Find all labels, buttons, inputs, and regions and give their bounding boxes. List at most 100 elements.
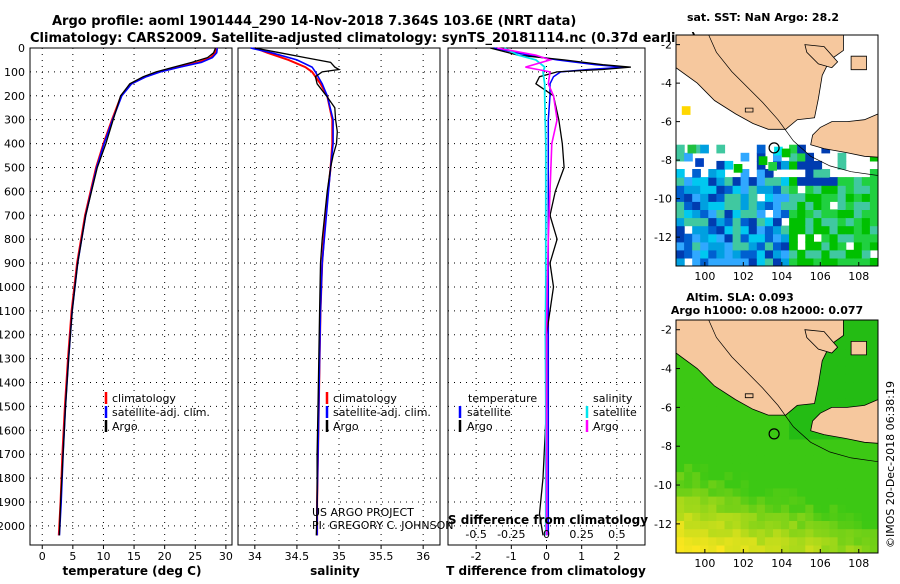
sst-cell	[684, 209, 693, 219]
sst-cell	[684, 152, 693, 162]
sst-cell	[773, 209, 782, 219]
sla-cell	[716, 398, 726, 407]
sla-cell	[789, 487, 798, 497]
sla-cell	[869, 389, 878, 399]
sla-cell	[845, 471, 855, 481]
sla-cell	[853, 357, 863, 367]
sla-cell	[756, 471, 766, 481]
sst-cell	[676, 217, 685, 227]
sla-map: 100 102 104 106 108 -2 -4 -6 -8 -10 -12	[654, 319, 879, 570]
sla-cell	[740, 520, 750, 530]
sla-cell	[708, 544, 717, 553]
sla-cell	[781, 479, 790, 489]
sst-cell	[684, 249, 693, 259]
sla-cell	[748, 422, 758, 432]
x-tick-label: 20	[158, 550, 172, 563]
sla-map-subtitle: Argo h1000: 0.08 h2000: 0.077	[671, 304, 863, 317]
sla-cell	[724, 414, 734, 424]
sla-cell	[724, 406, 734, 415]
sst-cell	[748, 241, 758, 251]
sst-cell	[732, 225, 742, 235]
sst-cell	[861, 225, 871, 235]
sla-cell	[805, 528, 814, 538]
sst-cell	[748, 217, 758, 227]
sst-cell	[805, 249, 814, 259]
sla-cell	[805, 504, 814, 513]
map-x-tick-label: 100	[694, 270, 715, 283]
sst-cell	[740, 257, 750, 266]
sla-cell	[837, 495, 847, 505]
sla-cell	[724, 447, 734, 456]
sla-cell	[748, 438, 758, 448]
x-tick-label: 0	[39, 550, 46, 563]
sal-legend-satellite-label: satellite-adj. clim.	[333, 406, 431, 419]
sla-cell	[773, 422, 782, 432]
sst-cell	[773, 177, 782, 186]
y-tick-label: 1200	[0, 329, 25, 342]
sla-cell	[797, 504, 806, 513]
sst-cell	[821, 193, 831, 202]
sla-cell	[797, 414, 806, 424]
sla-cell	[861, 528, 871, 538]
sst-cell	[797, 257, 806, 266]
sla-cell	[861, 389, 871, 399]
sst-cell	[773, 249, 782, 259]
sla-cell	[869, 536, 878, 546]
sla-cell	[829, 463, 839, 473]
sla-cell	[684, 422, 693, 432]
sst-cell	[805, 177, 814, 186]
legend-climatology-label: climatology	[112, 392, 176, 405]
sla-cell	[724, 495, 734, 505]
sla-cell	[861, 520, 871, 530]
sst-cell	[837, 233, 847, 243]
sst-cell	[773, 201, 782, 210]
sla-cell	[821, 495, 831, 505]
sla-cell	[869, 544, 878, 553]
sla-cell	[837, 544, 847, 553]
sst-cell	[732, 185, 742, 194]
sla-cell	[764, 520, 774, 530]
sla-cell	[773, 487, 782, 497]
sla-cell	[829, 349, 839, 358]
diff-legend-salinity-title: salinity	[593, 392, 633, 405]
sla-cell	[740, 479, 750, 489]
sst-cell	[813, 177, 823, 186]
sst-cell	[781, 193, 790, 202]
sla-cell	[676, 463, 685, 473]
sst-cell	[797, 193, 806, 202]
sla-cell	[797, 406, 806, 415]
sla-cell	[821, 512, 831, 521]
map-x-tick-label: 108	[848, 270, 869, 283]
sst-cell	[853, 233, 863, 243]
sla-cell	[805, 520, 814, 530]
sla-map-title: Altim. SLA: 0.093	[686, 291, 793, 304]
x-tick-label: 0	[543, 550, 550, 563]
sla-cell	[781, 438, 790, 448]
sla-cell	[740, 544, 750, 553]
sla-cell	[676, 520, 685, 530]
sla-cell	[797, 430, 806, 440]
sst-cell	[676, 209, 685, 219]
s-tick-label: -0.25	[497, 528, 525, 541]
x-tick-label: 36	[416, 550, 430, 563]
sla-cell	[676, 487, 685, 497]
sla-cell	[821, 438, 831, 448]
sla-cell	[684, 389, 693, 399]
sst-cell	[805, 217, 814, 227]
sst-cell	[692, 241, 701, 251]
sla-cell	[676, 373, 685, 383]
y-tick-label: 900	[4, 257, 25, 270]
sla-cell	[692, 447, 701, 456]
sla-cell	[724, 463, 734, 473]
sst-cell	[740, 241, 750, 251]
sla-cell	[692, 422, 701, 432]
sla-cell	[732, 414, 742, 424]
sla-cell	[692, 495, 701, 505]
sst-cell	[684, 241, 693, 251]
sla-cell	[732, 471, 742, 481]
y-tick-label: 1400	[0, 377, 25, 390]
sst-cell	[781, 177, 790, 186]
sla-cell	[821, 365, 831, 375]
sst-cell	[869, 217, 878, 227]
y-tick-label: 100	[4, 66, 25, 79]
